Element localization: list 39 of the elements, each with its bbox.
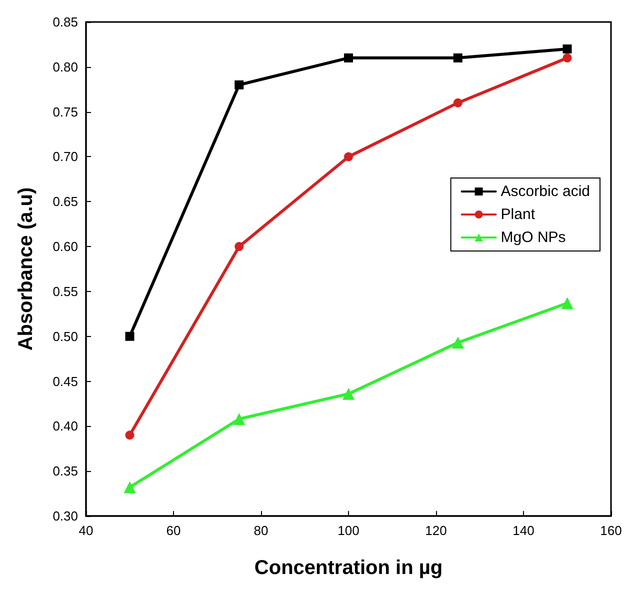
x-tick-label: 60 — [166, 523, 181, 538]
y-tick-label: 0.45 — [52, 374, 78, 389]
point — [124, 481, 136, 494]
x-tick-label: 80 — [254, 523, 268, 538]
legend-label: Ascorbic acid — [500, 183, 590, 200]
y-tick-label: 0.55 — [52, 284, 78, 299]
point — [234, 242, 244, 252]
x-tick-label: 100 — [338, 523, 360, 538]
y-tick-label: 0.85 — [52, 14, 78, 30]
point — [342, 388, 354, 400]
y-tick-label: 0.80 — [52, 59, 78, 74]
point — [233, 412, 246, 425]
point — [125, 430, 134, 440]
y-tick-label: 0.30 — [52, 508, 78, 524]
y-tick-label: 0.60 — [52, 239, 78, 254]
x-axis-title: Concentration in µg — [254, 557, 443, 579]
point — [344, 53, 353, 62]
y-tick-label: 0.70 — [52, 149, 78, 164]
x-tick-label: 120 — [425, 523, 447, 538]
y-tick-label: 0.50 — [52, 328, 78, 344]
y-tick-label: 0.40 — [52, 418, 78, 434]
point — [453, 98, 462, 108]
point — [562, 53, 572, 62]
point — [561, 297, 574, 310]
point — [453, 53, 462, 62]
x-tick-label: 40 — [78, 523, 94, 538]
x-tick-label: 160 — [600, 523, 622, 538]
point — [234, 80, 244, 90]
point — [562, 44, 572, 54]
point — [452, 336, 464, 349]
y-tick-label: 0.65 — [52, 194, 78, 210]
point — [125, 332, 134, 341]
legend-label: MgO NPs — [500, 229, 566, 246]
y-tick-label: 0.35 — [52, 464, 78, 479]
point — [344, 152, 353, 162]
y-axis-title: Absorbance (a.u) — [15, 187, 37, 351]
x-tick-label: 140 — [512, 523, 534, 538]
legend-label: Plant — [500, 206, 536, 223]
y-tick-label: 0.75 — [52, 104, 78, 120]
